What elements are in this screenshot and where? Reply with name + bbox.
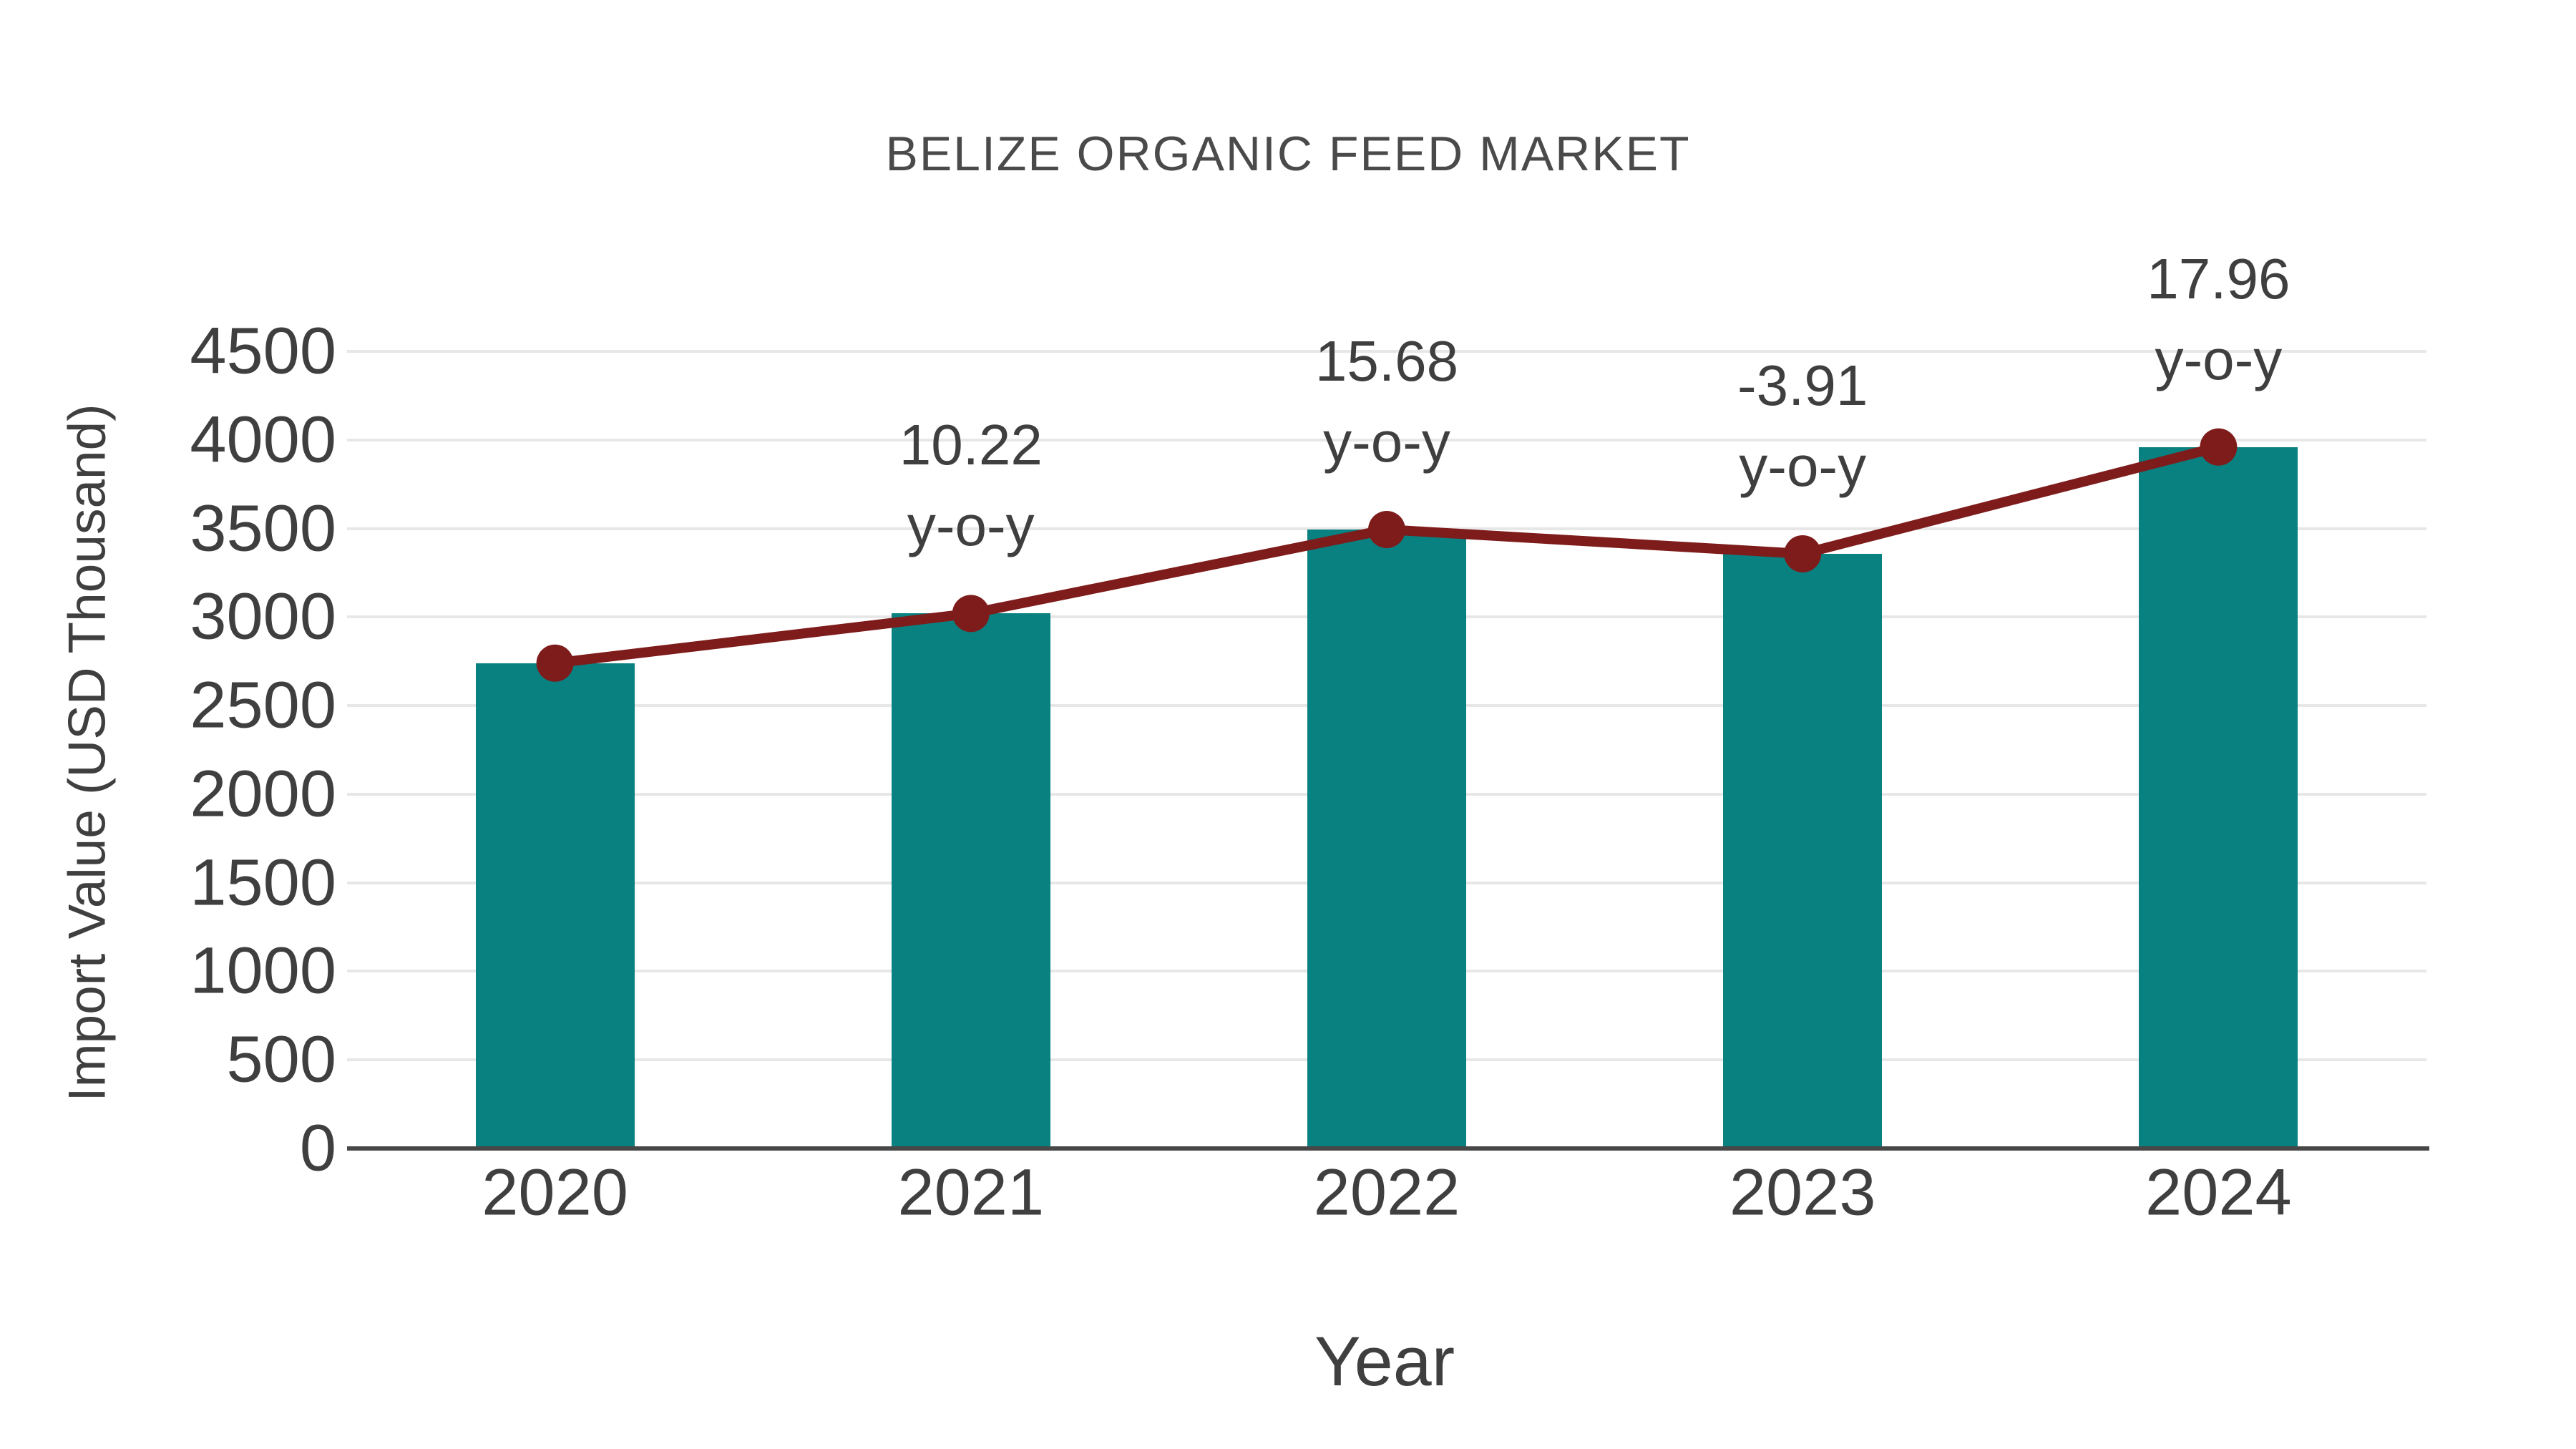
- x-axis-tick-label: 2021: [897, 1156, 1045, 1229]
- bar-2020: [475, 663, 635, 1148]
- yoy-suffix-label: y-o-y: [1323, 410, 1450, 474]
- yoy-value-label: 17.96: [2147, 246, 2290, 311]
- y-axis-tick-label: 3500: [190, 492, 336, 565]
- yoy-value-label: 15.68: [1314, 329, 1459, 394]
- y-axis-tick-label: 4000: [190, 403, 336, 477]
- y-axis-tick-label: 2500: [190, 668, 336, 742]
- x-axis-tick-label: 2022: [1313, 1156, 1460, 1229]
- x-axis-title: Year: [1314, 1322, 1455, 1400]
- yoy-suffix-label: y-o-y: [2155, 327, 2283, 391]
- yoy-suffix-label: y-o-y: [907, 494, 1035, 558]
- chart-title: BELIZE ORGANIC FEED MARKET: [885, 127, 1691, 181]
- bar-2023: [1723, 553, 1883, 1148]
- y-axis-tick-label: 1000: [190, 934, 336, 1008]
- x-axis-line: [347, 1146, 2429, 1151]
- y-axis-tick-label: 0: [299, 1111, 336, 1185]
- bar-2024: [2139, 447, 2298, 1148]
- y-axis-tick-label: 2000: [190, 757, 336, 831]
- y-gridline: [347, 350, 2426, 353]
- x-axis-tick-label: 2020: [482, 1156, 628, 1229]
- yoy-suffix-label: y-o-y: [1739, 434, 1867, 498]
- y-axis-tick-label: 3000: [190, 580, 336, 653]
- x-axis-tick-label: 2024: [2145, 1156, 2292, 1229]
- yoy-value-label: 10.22: [899, 413, 1043, 477]
- y-axis-tick-label: 500: [226, 1023, 337, 1096]
- y-axis-tick-label: 1500: [190, 846, 336, 919]
- x-axis-tick-label: 2023: [1729, 1156, 1876, 1229]
- y-gridline: [347, 438, 2426, 441]
- y-axis-tick-label: 4500: [190, 314, 336, 388]
- bar-2022: [1307, 530, 1466, 1148]
- yoy-value-label: -3.91: [1737, 353, 1868, 417]
- bar-2021: [891, 613, 1050, 1148]
